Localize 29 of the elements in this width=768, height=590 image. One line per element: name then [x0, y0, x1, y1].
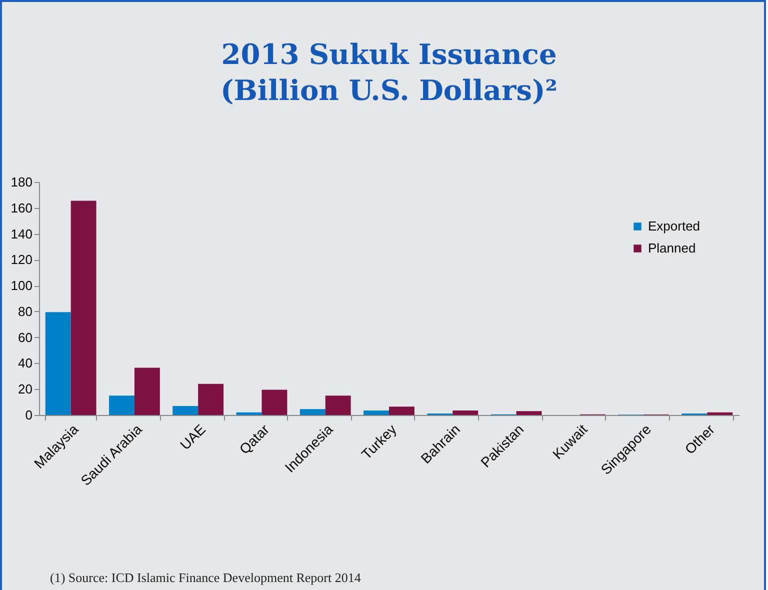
bar — [109, 396, 134, 415]
bar — [236, 412, 262, 415]
legend-label: Planned — [648, 240, 696, 256]
y-tick-label: 20 — [18, 382, 32, 397]
y-tick-label: 120 — [10, 252, 32, 268]
bar — [707, 412, 733, 415]
y-tick-label: 80 — [18, 304, 32, 319]
legend-label: Exported — [648, 218, 700, 234]
y-tick-label: 0 — [25, 408, 32, 422]
text: (1) Source: ICD Islamic Finance Development Report 2014 — [50, 570, 361, 586]
y-tick-label: 60 — [18, 330, 32, 345]
bar — [262, 390, 288, 415]
bar — [134, 368, 160, 415]
bar — [325, 396, 351, 415]
chart-title: 2013 Sukuk Issuance (Billion U.S. Dollars)² — [220, 38, 558, 107]
bar — [452, 410, 478, 415]
y-tick-label: 140 — [10, 226, 32, 242]
bar — [516, 411, 542, 415]
bar — [172, 406, 198, 415]
bar — [364, 410, 389, 415]
bar — [300, 409, 326, 415]
y-tick-label: 180 — [10, 174, 32, 190]
y-tick-label: 100 — [10, 278, 32, 294]
bar — [45, 312, 71, 415]
bar — [389, 406, 414, 415]
bar — [198, 384, 224, 415]
y-tick-label: 160 — [10, 200, 32, 216]
y-tick-label: 40 — [18, 356, 32, 371]
bar — [70, 200, 96, 415]
